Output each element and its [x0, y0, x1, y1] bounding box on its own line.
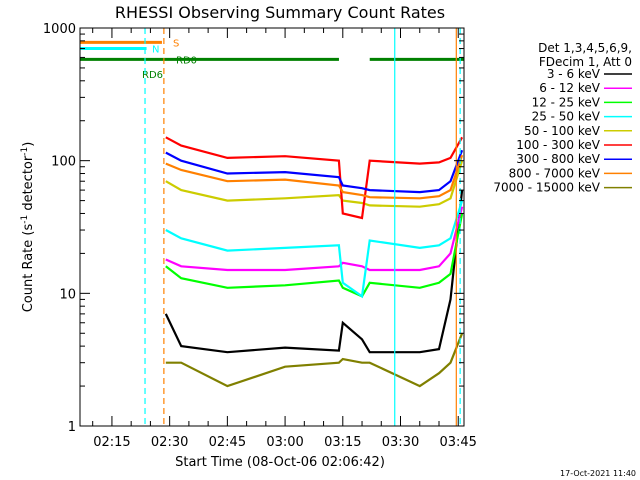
x-tick-label: 02:45 — [209, 435, 246, 450]
series-line-4 — [165, 160, 464, 208]
flag-label-s: S — [173, 38, 179, 49]
chart-title: RHESSI Observing Summary Count Rates — [115, 3, 445, 22]
series-line-1 — [165, 206, 464, 272]
y-axis-label-part: ) — [21, 142, 36, 147]
y-axis: 1 10 100 1000 — [43, 22, 464, 435]
y-tick-label: 1 — [68, 420, 76, 435]
y-axis-label-exponent: -1 — [20, 215, 30, 224]
x-axis-label: Start Time (08-Oct-06 02:06:42) — [175, 455, 385, 470]
x-tick-label: 03:30 — [382, 435, 419, 450]
footer-timestamp: 17-Oct-2021 11:40 — [560, 469, 636, 478]
x-tick-label: 03:15 — [324, 435, 361, 450]
legend-entry-label: 6 - 12 keV — [539, 81, 601, 95]
series-line-7 — [165, 154, 464, 200]
legend: Det 1,3,4,5,6,9,FDecim 1, Att 03 - 6 keV… — [493, 41, 632, 195]
x-tick-label: 03:45 — [439, 435, 476, 450]
legend-header-line: Det 1,3,4,5,6,9, — [538, 41, 632, 55]
flag-label-rd0: RD0 — [176, 55, 197, 66]
legend-entry-label: 50 - 100 keV — [524, 124, 601, 138]
y-axis-label-part: detector — [21, 155, 36, 215]
legend-entry-label: 300 - 800 keV — [516, 152, 600, 166]
y-axis-label-part: Count Rate (s — [21, 224, 36, 313]
series-line-8 — [165, 332, 464, 388]
y-tick-label: 100 — [51, 155, 76, 170]
series-line-6 — [165, 149, 464, 194]
y-tick-label: 1000 — [43, 22, 76, 37]
legend-entry-label: 25 - 50 keV — [532, 110, 601, 124]
legend-entry-label: 100 - 300 keV — [516, 138, 600, 152]
flag-label-n: N — [152, 45, 159, 56]
plot-frame — [79, 27, 465, 427]
legend-header-line: FDecim 1, Att 0 — [539, 55, 632, 69]
legend-entry-label: 800 - 7000 keV — [509, 166, 601, 180]
flags-layer: S N RD0 RD6 — [80, 38, 464, 81]
flag-label-rd6: RD6 — [142, 70, 163, 81]
series-line-5 — [165, 136, 464, 220]
series-line-3 — [165, 200, 464, 299]
legend-entry-label: 7000 - 15000 keV — [493, 181, 600, 195]
legend-entry-label: 12 - 25 keV — [532, 95, 601, 109]
y-tick-label: 10 — [59, 287, 76, 302]
x-tick-label: 03:00 — [266, 435, 303, 450]
series-layer — [164, 136, 464, 388]
y-axis-label: Count Rate (s-1 detector-1) — [20, 142, 36, 313]
legend-entry-label: 3 - 6 keV — [547, 67, 601, 81]
series-line-2 — [165, 213, 464, 298]
y-axis-label-exponent: -1 — [20, 147, 30, 156]
x-axis: 02:15 02:30 02:45 03:00 03:15 03:30 03:45 — [92, 28, 477, 450]
x-tick-label: 02:30 — [151, 435, 188, 450]
vlines-layer — [144, 28, 461, 426]
series-line-0 — [164, 189, 464, 354]
x-tick-label: 02:15 — [93, 435, 130, 450]
